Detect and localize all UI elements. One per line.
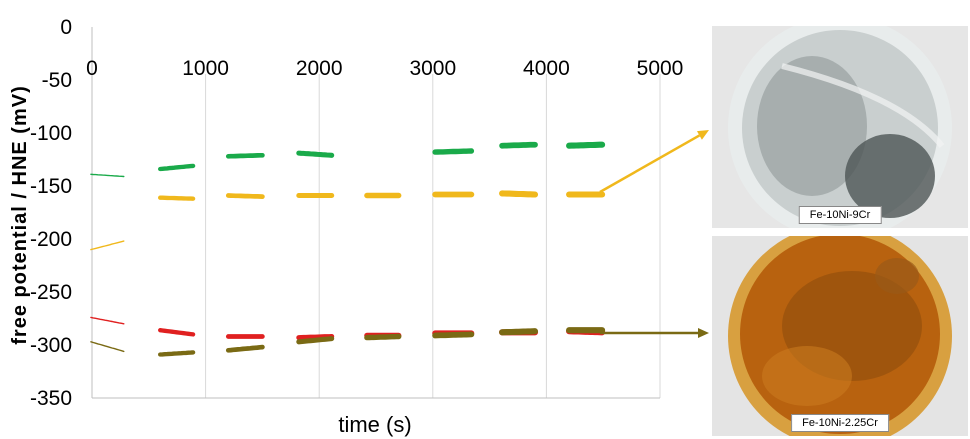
y-tick-label: -250 bbox=[30, 281, 72, 304]
series-segment bbox=[296, 336, 335, 345]
photo-fe-10ni-2-25cr: Fe-10Ni-2.25Cr bbox=[712, 236, 968, 436]
x-axis-title: time (s) bbox=[338, 412, 411, 437]
series-segment bbox=[90, 316, 125, 325]
x-tick-label: 0 bbox=[86, 57, 98, 80]
series-segment bbox=[432, 331, 475, 339]
arrow-line bbox=[599, 134, 701, 194]
photo-label-bottom: Fe-10Ni-2.25Cr bbox=[791, 414, 889, 432]
arrow-head bbox=[696, 130, 709, 140]
y-tick-label: 0 bbox=[60, 16, 72, 39]
series-segment bbox=[499, 141, 538, 149]
axes: 0 -50 -100 -150 -200 -250 -300 -350 0 1000 2000 300… bbox=[30, 16, 683, 410]
gridlines bbox=[91, 74, 661, 398]
series-segment bbox=[364, 333, 402, 341]
x-tick-label: 1000 bbox=[182, 57, 229, 80]
series-1 bbox=[90, 190, 606, 251]
series-segment bbox=[225, 152, 265, 159]
series-segment bbox=[90, 173, 125, 178]
series-segment bbox=[90, 240, 125, 251]
series-0 bbox=[90, 141, 606, 178]
series-segment bbox=[499, 190, 539, 198]
series-segment bbox=[499, 328, 539, 336]
data-series bbox=[90, 141, 606, 357]
arrows bbox=[599, 130, 709, 338]
y-tick-label: -100 bbox=[30, 122, 72, 145]
series-segment bbox=[158, 163, 196, 172]
series-segment bbox=[296, 150, 335, 158]
series-segment bbox=[432, 148, 475, 155]
x-tick-label: 2000 bbox=[296, 57, 343, 80]
series-segment bbox=[90, 341, 125, 353]
series-3 bbox=[90, 327, 606, 357]
series-segment bbox=[225, 193, 265, 199]
sample-disk-image bbox=[712, 26, 968, 228]
photo-fe-10ni-9cr: Fe-10Ni-9Cr bbox=[712, 26, 968, 228]
sample-disk-image bbox=[712, 236, 968, 436]
x-tick-label: 3000 bbox=[409, 57, 456, 80]
series-2 bbox=[90, 316, 606, 341]
y-tick-label: -50 bbox=[42, 69, 72, 92]
x-tick-label: 5000 bbox=[637, 57, 684, 80]
arrow-head bbox=[698, 328, 709, 338]
series-segment bbox=[158, 350, 196, 357]
series-segment bbox=[225, 344, 265, 353]
x-tick-label: 4000 bbox=[523, 57, 570, 80]
series-segment bbox=[158, 328, 196, 337]
series-segment bbox=[158, 195, 196, 201]
y-tick-label: -300 bbox=[30, 334, 72, 357]
y-tick-label: -200 bbox=[30, 228, 72, 251]
y-tick-label: -150 bbox=[30, 175, 72, 198]
y-tick-label: -350 bbox=[30, 387, 72, 410]
photo-label-top: Fe-10Ni-9Cr bbox=[798, 206, 882, 224]
y-axis-title: free potential / HNE (mV) bbox=[9, 85, 31, 344]
series-segment bbox=[566, 141, 606, 149]
